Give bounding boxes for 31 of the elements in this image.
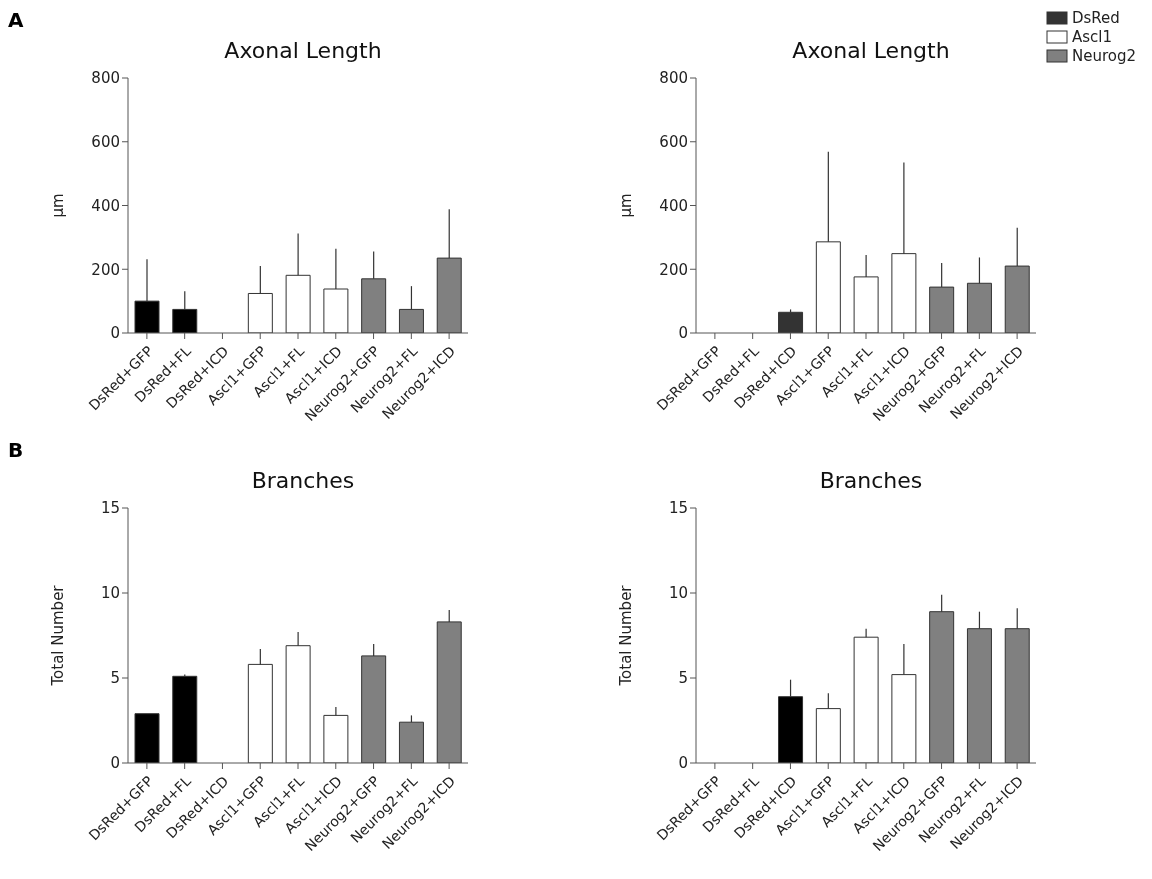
legend-label: Ascl1 xyxy=(1071,27,1112,46)
y-tick-label: 5 xyxy=(110,669,120,688)
chart-title: Axonal Length xyxy=(223,38,383,63)
y-tick-label: 400 xyxy=(91,196,120,215)
text: A xyxy=(8,8,24,32)
y-tick-label: 15 xyxy=(100,499,120,518)
y-tick-label: 15 xyxy=(668,499,688,518)
y-tick-label: 200 xyxy=(659,260,688,279)
legend-label: Neurog2 xyxy=(1071,46,1136,65)
y-tick-label: 400 xyxy=(659,196,688,215)
y-tick-label: 0 xyxy=(110,754,120,773)
y-tick-label: 10 xyxy=(100,584,120,603)
y-axis-title: Total Number xyxy=(617,584,636,687)
y-tick-label: 600 xyxy=(91,133,120,152)
y-tick-label: 5 xyxy=(678,669,688,688)
y-tick-label: 0 xyxy=(110,324,120,343)
y-tick-label: 200 xyxy=(91,260,120,279)
chart-title: Branches xyxy=(818,468,924,493)
y-axis-title: μm xyxy=(49,193,68,218)
chart-title: Branches xyxy=(250,468,356,493)
text: B xyxy=(8,438,24,462)
y-tick-label: 10 xyxy=(668,584,688,603)
chart-title: Axonal Length xyxy=(791,38,951,63)
y-tick-label: 0 xyxy=(678,324,688,343)
y-tick-label: 800 xyxy=(659,69,688,88)
y-axis-title: μm xyxy=(617,193,636,218)
y-tick-label: 0 xyxy=(678,754,688,773)
legend-label: DsRed xyxy=(1071,8,1120,27)
y-tick-label: 800 xyxy=(91,69,120,88)
y-tick-label: 600 xyxy=(659,133,688,152)
y-axis-title: Total Number xyxy=(49,584,68,687)
